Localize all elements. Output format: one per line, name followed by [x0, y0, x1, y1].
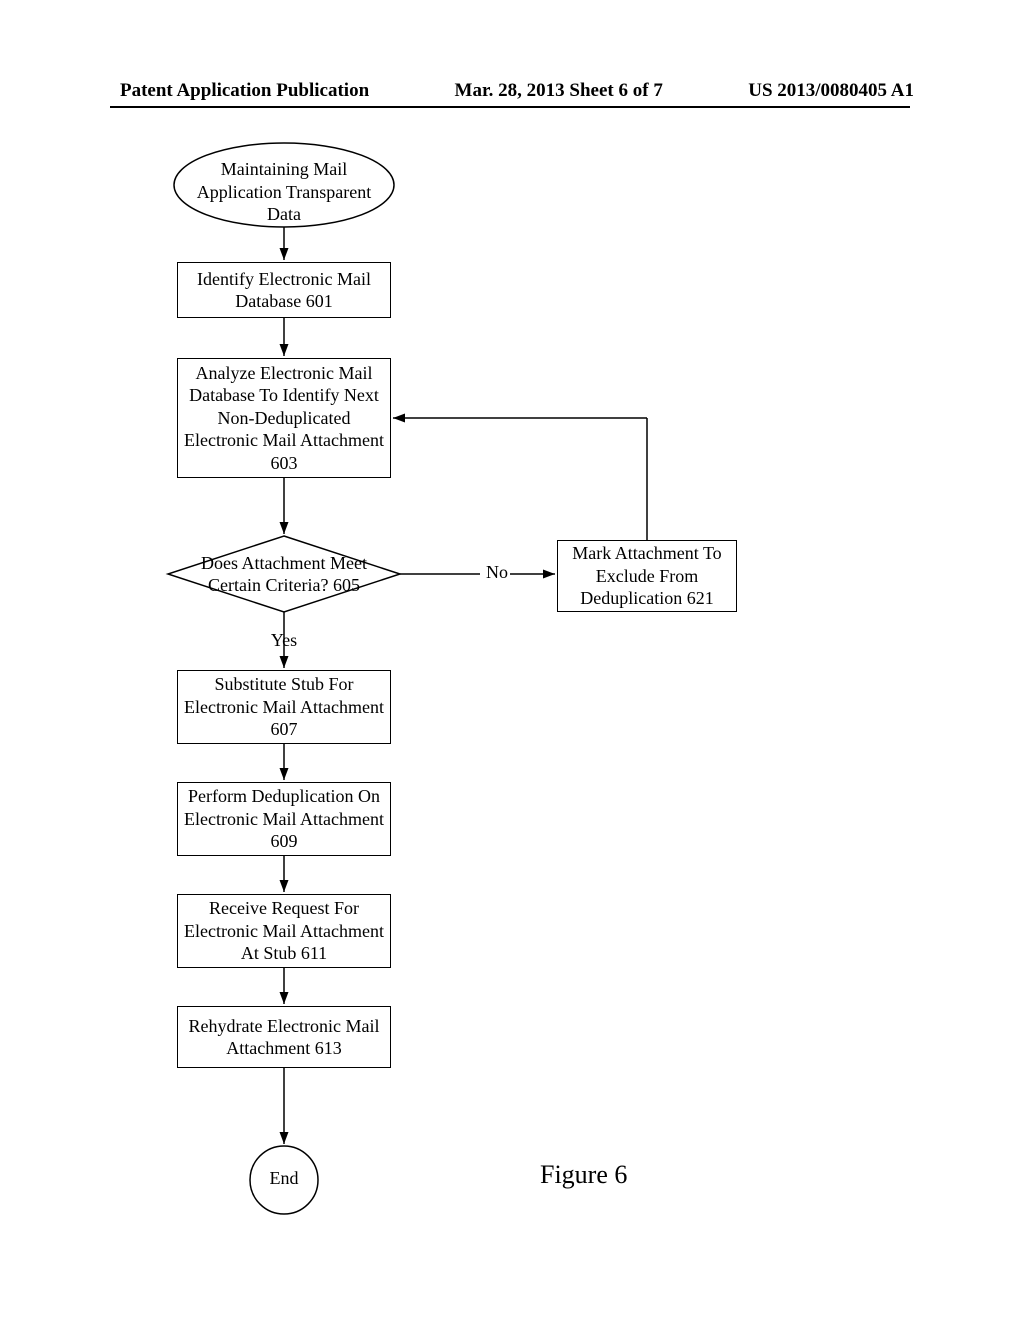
figure-caption: Figure 6 [540, 1160, 627, 1190]
node-609-text: Perform Deduplication On Electronic Mail… [184, 785, 384, 853]
node-621-text: Mark Attachment To Exclude From Deduplic… [572, 542, 721, 610]
header-right: US 2013/0080405 A1 [748, 80, 914, 102]
node-607-text: Substitute Stub For Electronic Mail Atta… [184, 673, 384, 741]
edge-yes: Yes [266, 630, 302, 651]
node-603-text: Analyze Electronic Mail Database To Iden… [184, 362, 384, 475]
node-607: Substitute Stub For Electronic Mail Atta… [177, 670, 391, 744]
start-node: Maintaining Mail Application Transparent… [184, 158, 384, 226]
node-601: Identify Electronic Mail Database 601 [177, 262, 391, 318]
start-text: Maintaining Mail Application Transparent… [197, 159, 371, 224]
node-611-text: Receive Request For Electronic Mail Atta… [184, 897, 384, 965]
header-left: Patent Application Publication [120, 80, 369, 102]
header-center: Mar. 28, 2013 Sheet 6 of 7 [455, 80, 663, 102]
node-621: Mark Attachment To Exclude From Deduplic… [557, 540, 737, 612]
node-605-text: Does Attachment Meet Certain Criteria? 6… [201, 552, 367, 597]
node-603: Analyze Electronic Mail Database To Iden… [177, 358, 391, 478]
edge-no: No [482, 562, 512, 583]
node-605: Does Attachment Meet Certain Criteria? 6… [184, 552, 384, 596]
header-rule [110, 106, 910, 108]
flow-shapes [0, 0, 1024, 1320]
node-601-text: Identify Electronic Mail Database 601 [197, 268, 371, 313]
node-611: Receive Request For Electronic Mail Atta… [177, 894, 391, 968]
node-609: Perform Deduplication On Electronic Mail… [177, 782, 391, 856]
node-613-text: Rehydrate Electronic Mail Attachment 613 [189, 1015, 380, 1060]
node-613: Rehydrate Electronic Mail Attachment 613 [177, 1006, 391, 1068]
end-node: End [264, 1168, 304, 1189]
page-header: Patent Application Publication Mar. 28, … [0, 80, 1024, 102]
